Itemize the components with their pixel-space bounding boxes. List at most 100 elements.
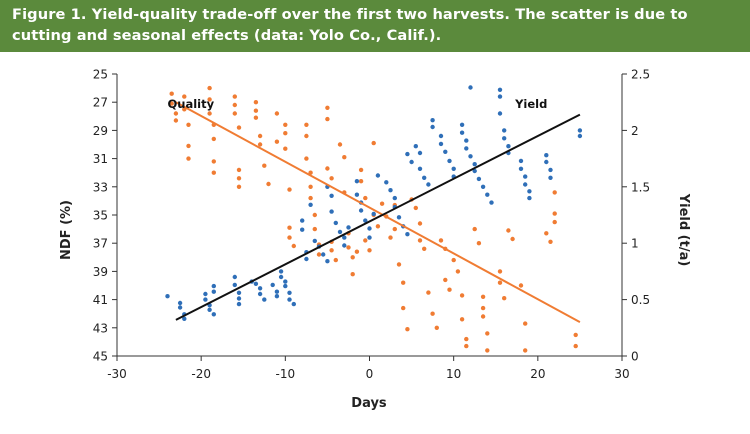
- yield-point: [417, 150, 423, 156]
- quality-point: [253, 108, 259, 113]
- y-right-tick-label: 0.5: [631, 293, 650, 307]
- yield-point: [451, 166, 456, 171]
- yield-point: [577, 133, 583, 139]
- quality-point: [257, 133, 263, 139]
- y-left-tick-label: 43: [93, 321, 108, 335]
- yield-point: [468, 154, 473, 159]
- yield-point: [262, 297, 267, 302]
- yield-point: [270, 282, 275, 288]
- yield-point: [232, 274, 237, 280]
- quality-point: [207, 111, 212, 116]
- quality-point: [388, 235, 393, 240]
- yield-point: [396, 215, 402, 220]
- marks-group: [165, 85, 583, 353]
- figure-header: Figure 1. Yield-quality trade-off over t…: [0, 0, 750, 52]
- quality-point: [342, 155, 347, 160]
- quality-point: [169, 101, 174, 106]
- yield-point: [367, 226, 372, 231]
- quality-point: [287, 225, 292, 230]
- yield-point: [236, 301, 242, 307]
- yield-point: [527, 195, 532, 201]
- quality-point: [308, 195, 313, 201]
- yield-point: [371, 211, 376, 217]
- quality-point: [266, 181, 271, 187]
- quality-point: [291, 243, 296, 249]
- quality-point: [552, 190, 557, 195]
- yield-point: [325, 259, 330, 264]
- yield-point: [177, 300, 183, 306]
- quality-point: [358, 167, 364, 173]
- quality-point: [401, 305, 406, 311]
- quality-point: [367, 248, 372, 253]
- quality-point: [236, 176, 242, 181]
- x-tick-label: -30: [107, 367, 127, 381]
- quality-point: [236, 184, 242, 189]
- x-tick-label: 0: [366, 367, 374, 381]
- yield-point: [497, 94, 503, 99]
- quality-point: [211, 170, 216, 175]
- quality-point: [304, 122, 309, 128]
- yield-point: [257, 286, 263, 291]
- scatter-chart: -30 -20 -10 0 10 20 30 25 27 29 31 33 35 37 39 41 43 45 0 0…: [59, 68, 691, 412]
- yield-point: [438, 133, 444, 139]
- y-left-tick-label: 35: [93, 209, 108, 223]
- y-right-tick-label: 2.5: [631, 68, 650, 82]
- x-tick-label: 30: [614, 367, 629, 381]
- quality-point: [253, 100, 259, 105]
- quality-point: [430, 311, 435, 316]
- yield-point: [304, 256, 309, 262]
- yield-point: [287, 290, 292, 295]
- yield-point: [392, 195, 397, 201]
- quality-point: [207, 97, 212, 102]
- yield-point: [287, 297, 292, 302]
- quality-point: [544, 231, 549, 236]
- annotation-yield: Yield: [514, 97, 547, 111]
- quality-point: [207, 85, 212, 91]
- quality-point: [485, 348, 490, 353]
- quality-point: [485, 331, 490, 336]
- quality-point: [304, 133, 309, 139]
- quality-point: [186, 143, 191, 149]
- quality-point: [459, 317, 465, 322]
- quality-point: [186, 122, 191, 128]
- yield-point: [253, 281, 259, 286]
- quality-point: [552, 219, 557, 225]
- yield-point: [459, 130, 465, 135]
- yield-point: [497, 111, 503, 116]
- yield-point: [300, 227, 305, 232]
- y-left-tick-label: 27: [93, 96, 108, 110]
- y-axis-right-label: Yield (t/a): [676, 193, 691, 267]
- quality-point: [476, 241, 482, 246]
- yield-point: [321, 252, 326, 257]
- y-axis-left-label: NDF (%): [59, 200, 74, 260]
- yield-point: [577, 128, 583, 133]
- yield-point: [480, 184, 486, 189]
- yield-point: [464, 138, 469, 143]
- quality-point: [426, 290, 431, 295]
- quality-point: [350, 272, 355, 277]
- quality-point: [523, 348, 528, 353]
- y-left-tick-label: 29: [93, 124, 108, 138]
- yield-point: [211, 283, 216, 289]
- x-tick-label: 20: [530, 367, 545, 381]
- figure-title: Figure 1. Yield-quality trade-off over t…: [12, 6, 688, 44]
- quality-point: [379, 201, 385, 206]
- quality-point: [422, 246, 427, 251]
- quality-point: [417, 221, 423, 226]
- yield-point: [203, 297, 208, 302]
- quality-point: [363, 195, 368, 201]
- quality-point: [573, 343, 578, 349]
- yield-point: [207, 307, 212, 312]
- yield-point: [506, 144, 511, 149]
- quality-point: [510, 236, 515, 242]
- quality-point: [173, 118, 179, 123]
- yield-point: [291, 301, 296, 307]
- yield-point: [329, 209, 334, 214]
- quality-point: [480, 314, 486, 319]
- quality-point: [417, 238, 423, 243]
- chart-area: -30 -20 -10 0 10 20 30 25 27 29 31 33 35 37 39 41 43 45 0 0…: [0, 52, 750, 430]
- quality-point: [480, 294, 486, 299]
- yield-point: [548, 167, 553, 173]
- yield-point: [405, 151, 410, 157]
- y-right-tick-label: 1.5: [631, 180, 650, 194]
